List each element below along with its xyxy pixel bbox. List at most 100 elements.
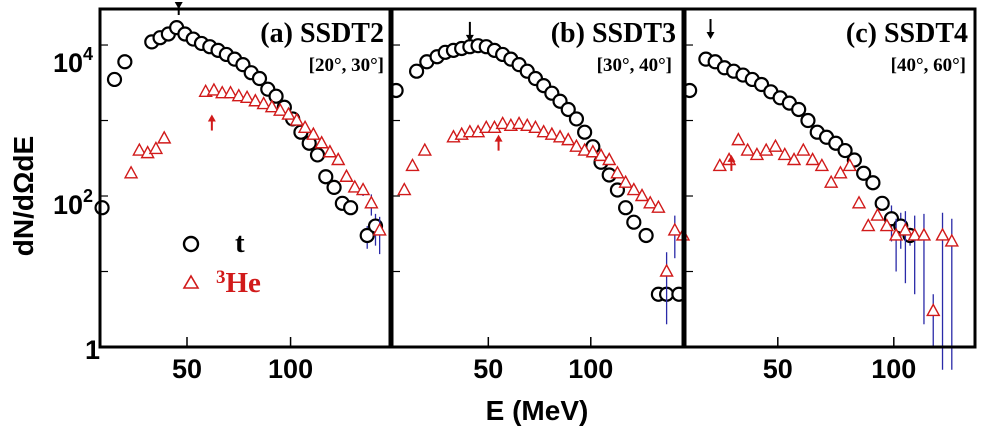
panel-a-he-point [297, 119, 313, 134]
panel-b-xtick-label-100: 100 [568, 354, 613, 384]
panel-a-t-arrow-head [174, 2, 183, 9]
panel-b-he-point [602, 152, 617, 166]
panel-c-t-arrow-head [706, 32, 715, 40]
legend-marker-he [182, 274, 200, 289]
panel-a-he-point [148, 140, 164, 155]
panel-c-t-point [865, 175, 881, 191]
legend-marker-t [182, 235, 200, 253]
panel-b-marks [388, 21, 691, 325]
panel-b-he-point [618, 174, 633, 188]
panel-c-he-point [805, 152, 820, 166]
panel-c-he-point [786, 152, 802, 166]
panel-b-he-point [397, 182, 412, 196]
panel-b: 50 100 (b) SSDT3 [30°, 40°] [388, 7, 691, 384]
panel-b-xticks: 50 100 [392, 44, 613, 384]
panel-a-t-point [343, 200, 359, 216]
panel-a-marks [94, 2, 387, 255]
panel-c-he-arrow-head [727, 154, 736, 162]
panel-b-title: (b) SSDT3 [551, 18, 676, 49]
panel-c-he-point [777, 146, 792, 161]
panel-a-title: (a) SSDT2 [260, 18, 384, 49]
panel-a-t-point [251, 70, 268, 87]
panel-b-he-point [626, 182, 641, 196]
legend-label-he: 3He [216, 267, 261, 299]
panel-b-t-point [408, 63, 425, 79]
panel-b-he-point [495, 116, 510, 130]
panel-c-he-point [916, 227, 932, 241]
panel-b-he-point [528, 119, 543, 134]
panel-b-range: [30°, 40°] [597, 55, 672, 76]
panel-b-t-point [577, 124, 593, 140]
panel-a-he-point [231, 88, 246, 102]
panel-a-range: [20°, 30°] [309, 55, 384, 76]
panel-b-he-point [561, 132, 576, 146]
panel-c-he-point [861, 218, 876, 232]
panel-c-marks [682, 19, 959, 370]
panel-c-he-point [731, 132, 746, 146]
panel-b-he-point [417, 142, 432, 156]
y-tick-label-10000: 104 [53, 44, 93, 78]
panel-b-he-point [659, 263, 674, 277]
panel-c-he-point [926, 303, 941, 317]
panel-c-he-point [833, 165, 848, 179]
panel-a-he-point [239, 89, 255, 103]
panel-b-he-point [520, 117, 535, 132]
panel-c-t-peak-arrow [706, 19, 715, 40]
panel-a-he-point [314, 135, 329, 149]
panel-a-xtick-label-50: 50 [172, 354, 202, 384]
y-tick-label-100: 102 [53, 186, 93, 220]
panel-c-he-point [759, 142, 774, 156]
panel-a-he-point [132, 142, 147, 156]
y-tick-label-10000-exp: 4 [83, 44, 93, 64]
y-tick-label-1: 1 [85, 335, 100, 365]
panel-b-he-point [610, 165, 625, 179]
panel-c-he-point [768, 138, 783, 152]
panel-c-t-point [874, 195, 890, 211]
legend-label-t: t [235, 227, 245, 259]
panel-c-he-point [879, 218, 895, 232]
panel-b-t-point [568, 111, 585, 127]
panel-c-he-point [944, 233, 959, 247]
panel-a-xticks: 50 100 [100, 44, 313, 384]
y-axis-label: dN/dΩdE [8, 136, 39, 256]
panel-b-t-arrow-head [465, 34, 474, 42]
panel-c-he-point [842, 158, 857, 172]
panel-c-he-point [898, 222, 913, 236]
panel-a-he-point [331, 152, 346, 166]
panel-b-he-point [552, 129, 568, 143]
panel-a-frame [98, 7, 392, 349]
panel-c-he-point [740, 142, 755, 156]
panel-b-he-point [577, 142, 592, 156]
panel-c-he-point [851, 195, 867, 209]
panel-b-he-point [593, 147, 609, 162]
panel-c-he-point [907, 227, 922, 241]
panel-b-t-point [626, 214, 642, 230]
panel-b-frame [390, 7, 685, 349]
panel-a-he-arrow-head [207, 114, 216, 122]
panel-a-he-point [264, 99, 280, 113]
panel-a-he-point [322, 144, 338, 158]
panel-a-he-point [339, 168, 354, 182]
panel-b-he-point [544, 126, 560, 140]
y-tick-label-100-base: 10 [53, 190, 83, 220]
panel-a-he-point [347, 179, 362, 193]
y-tick-label-100-exp: 2 [83, 186, 93, 206]
panel-b-he-peak-arrow [494, 134, 503, 151]
panel-a-he-point [248, 93, 263, 107]
panel-b-he-point [405, 158, 420, 172]
panel-c-range: [40°, 60°] [891, 55, 966, 76]
panel-c-he-point [935, 227, 950, 241]
panel-c-frame [683, 7, 977, 349]
x-axis-label: E (MeV) [486, 395, 589, 426]
panel-c-he-point [749, 146, 765, 161]
panel-b-he-point [585, 144, 601, 158]
panel-a-xtick-label-100: 100 [268, 354, 313, 384]
panel-c-he-point [823, 174, 839, 188]
panel-a-he-point [289, 112, 304, 126]
panel-c-he-point [870, 207, 885, 221]
panel-a-he-point [364, 195, 379, 209]
panel-a-t-point [117, 54, 133, 70]
panel-a-he-point [273, 102, 288, 116]
panel-a-he-point [206, 82, 222, 96]
